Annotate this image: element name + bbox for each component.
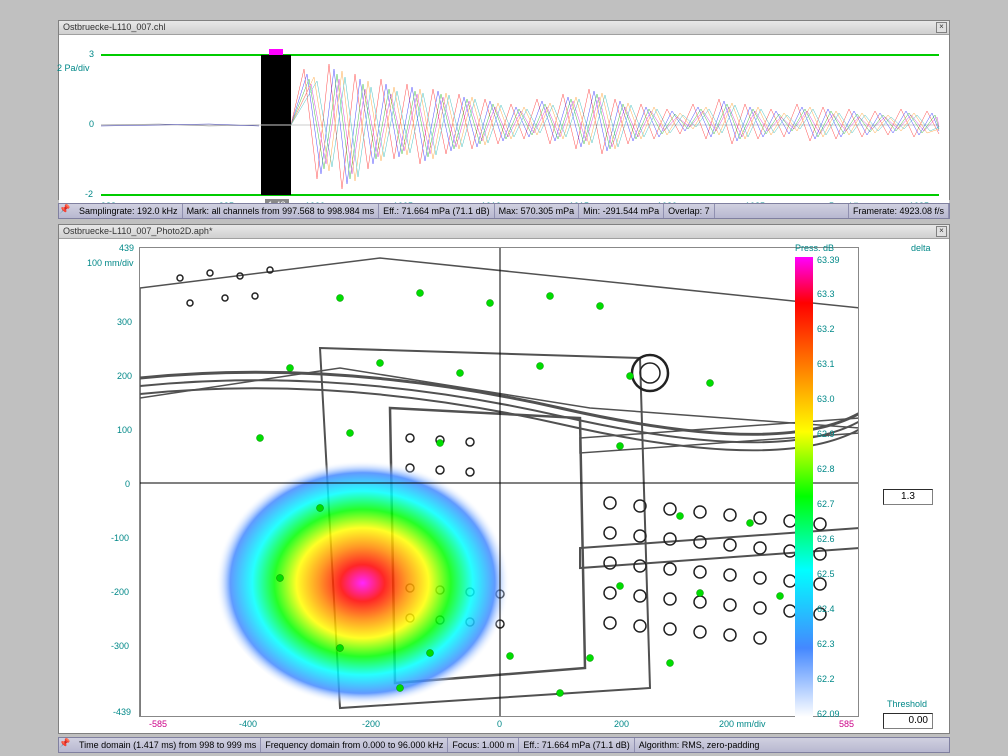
status-eff: Eff.: 71.664 mPa (71.1 dB) [379, 204, 494, 218]
y-tick: -200 [111, 587, 129, 597]
delta-label: delta [911, 243, 931, 253]
x-tick: 0 [497, 719, 502, 729]
legend-max: 63.39 [817, 255, 840, 265]
y-max: 439 [119, 243, 134, 253]
y-label: 100 mm/div [87, 258, 134, 268]
pin-icon[interactable]: 📌 [59, 738, 73, 752]
close-icon[interactable]: × [936, 226, 947, 237]
x-max: 585 [839, 719, 854, 729]
y-tick: -100 [111, 533, 129, 543]
legend-tick: 62.7 [817, 499, 835, 509]
acoustic-svg [139, 247, 859, 717]
x-tick: -400 [239, 719, 257, 729]
status-max: Max: 570.305 mPa [495, 204, 580, 218]
y-tick: 0 [125, 479, 130, 489]
legend-bar [795, 257, 813, 717]
threshold-label: Threshold [887, 699, 927, 709]
legend-tick: 62.4 [817, 604, 835, 614]
close-icon[interactable]: × [936, 22, 947, 33]
pin-icon[interactable]: 📌 [59, 204, 73, 218]
acoustic-status-bar: 📌 Time domain (1.417 ms) from 998 to 999… [58, 737, 950, 753]
acoustic-plot[interactable]: 439 100 mm/div 300 200 100 0 -100 -200 -… [59, 239, 949, 733]
threshold-value[interactable]: 0.00 [883, 713, 933, 729]
y-max: 3 [89, 49, 94, 59]
status-framerate: Framerate: 4923.08 f/s [848, 204, 949, 218]
status-freq: Frequency domain from 0.000 to 96.000 kH… [261, 738, 448, 752]
legend-tick: 62.3 [817, 639, 835, 649]
y-tick: 200 [117, 371, 132, 381]
legend-tick: 63.3 [817, 289, 835, 299]
delta-value[interactable]: 1.3 [883, 489, 933, 505]
legend-tick: 62.9 [817, 429, 835, 439]
status-mark: Mark: all channels from 997.568 to 998.9… [183, 204, 380, 218]
legend-tick: 63.0 [817, 394, 835, 404]
acoustic-title-bar: Ostbruecke-L110_007_Photo2D.aph* × [59, 225, 949, 239]
status-sampling: Samplingrate: 192.0 kHz [75, 204, 183, 218]
status-time: Time domain (1.417 ms) from 998 to 999 m… [75, 738, 261, 752]
waveform-svg: 1.42 [59, 49, 949, 213]
waveform-panel: Ostbruecke-L110_007.chl × [58, 20, 950, 200]
y-zero: 0 [89, 119, 94, 129]
waveform-plot[interactable]: 1.42 3 2 Pa/div 0 -2 988 995 1000 1005 1… [59, 49, 949, 213]
status-algo: Algorithm: RMS, zero-padding [635, 738, 764, 752]
legend-tick: 63.2 [817, 324, 835, 334]
legend-min: 62.09 [817, 709, 840, 719]
y-tick: 300 [117, 317, 132, 327]
acoustic-title: Ostbruecke-L110_007_Photo2D.aph* [63, 226, 212, 236]
legend-tick: 62.6 [817, 534, 835, 544]
x-label: 200 mm/div [719, 719, 766, 729]
status-eff2: Eff.: 71.664 mPa (71.1 dB) [519, 738, 634, 752]
legend-tick: 62.2 [817, 674, 835, 684]
y-min: -439 [113, 707, 131, 717]
legend-title: Press. dB [795, 243, 834, 253]
waveform-status-bar: 📌 Samplingrate: 192.0 kHz Mark: all chan… [58, 203, 950, 219]
legend-tick: 62.8 [817, 464, 835, 474]
acoustic-panel: Ostbruecke-L110_007_Photo2D.aph* × 439 1… [58, 224, 950, 734]
y-min: -2 [85, 189, 93, 199]
legend-tick: 62.5 [817, 569, 835, 579]
x-min: -585 [149, 719, 167, 729]
status-min: Min: -291.544 mPa [579, 204, 664, 218]
status-overlap: Overlap: 7 [664, 204, 715, 218]
y-tick: -300 [111, 641, 129, 651]
legend-tick: 63.1 [817, 359, 835, 369]
y-label: 2 Pa/div [57, 63, 90, 73]
x-tick: 200 [614, 719, 629, 729]
status-focus: Focus: 1.000 m [448, 738, 519, 752]
waveform-title-bar: Ostbruecke-L110_007.chl × [59, 21, 949, 35]
y-tick: 100 [117, 425, 132, 435]
waveform-title: Ostbruecke-L110_007.chl [63, 22, 165, 32]
x-tick: -200 [362, 719, 380, 729]
